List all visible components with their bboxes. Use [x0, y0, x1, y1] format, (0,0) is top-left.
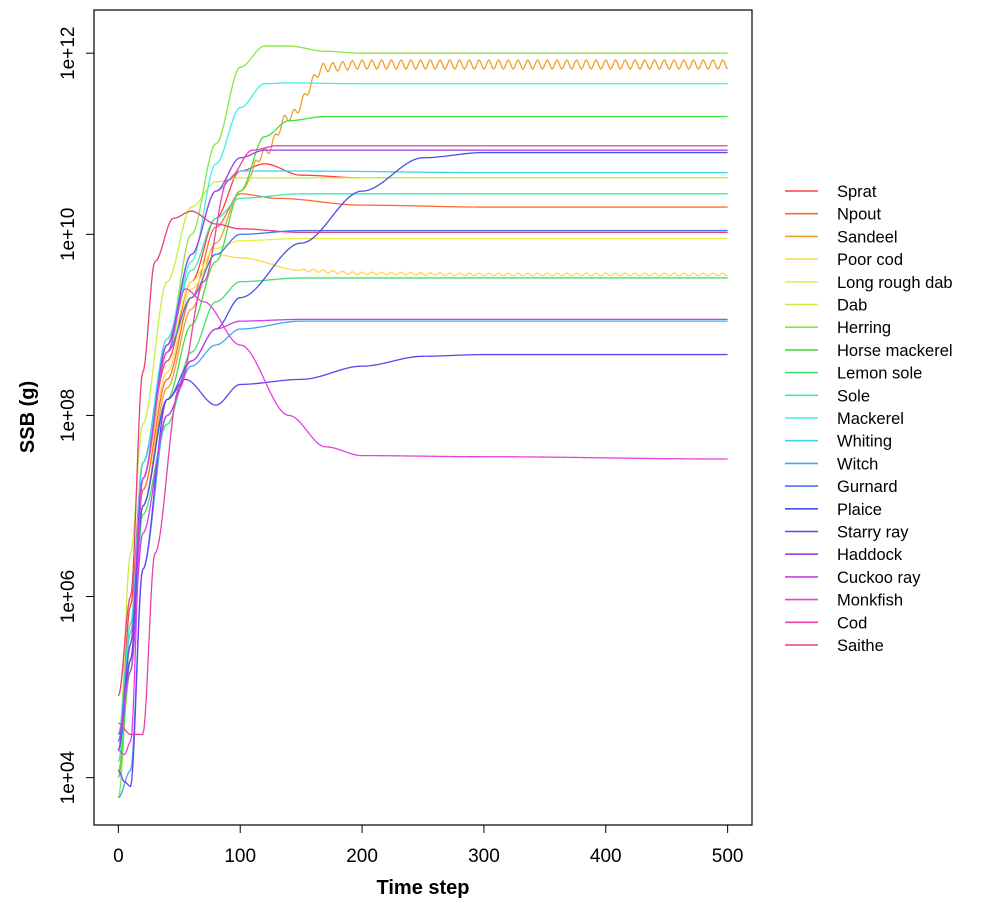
legend-label: Cod — [837, 614, 867, 632]
series-line-mackerel — [117, 82, 728, 762]
series-line-horse-mackerel — [117, 115, 728, 778]
legend-label: Poor cod — [837, 251, 903, 269]
series-line-witch — [118, 320, 728, 799]
series-line-long-rough-dab — [117, 237, 728, 742]
legend: Sprat Npout Sandeel Poor cod Long rough dab D… — [785, 183, 953, 655]
series-line-cod — [118, 145, 728, 736]
series-line-sole — [117, 193, 728, 735]
legend-label: Dab — [837, 297, 867, 315]
series-line-whiting — [117, 170, 728, 742]
x-axis: 0 100 200 300 400 500 — [113, 824, 744, 867]
legend-label: Sprat — [837, 183, 877, 201]
legend-label: Gurnard — [837, 478, 898, 496]
x-tick-label: 300 — [468, 846, 500, 867]
series-line-starry-ray — [117, 353, 728, 788]
legend-label: Saithe — [837, 637, 884, 655]
x-tick-label: 200 — [346, 846, 378, 867]
x-tick-label: 500 — [712, 846, 744, 867]
series-line-lemon-sole — [117, 277, 728, 751]
legend-label: Sole — [837, 387, 870, 405]
series-line-haddock — [117, 149, 728, 751]
legend-label: Herring — [837, 319, 891, 337]
x-tick-label: 100 — [224, 846, 256, 867]
legend-label: Haddock — [837, 546, 903, 564]
x-axis-title: Time step — [377, 877, 470, 899]
legend-label: Horse mackerel — [837, 342, 953, 360]
y-tick-label: 1e+08 — [58, 389, 79, 442]
legend-label: Whiting — [837, 433, 892, 451]
series-line-herring — [117, 45, 728, 798]
series-line-gurnard — [117, 229, 728, 742]
legend-label: Long rough dab — [837, 274, 953, 292]
y-tick-label: 1e+04 — [58, 751, 79, 805]
x-tick-label: 400 — [590, 846, 622, 867]
y-axis: 1e+04 1e+06 1e+08 1e+10 1e+12 — [58, 27, 95, 805]
series-line-cuckoo-ray — [117, 318, 728, 735]
series-line-saithe — [117, 210, 728, 697]
x-tick-label: 0 — [113, 846, 124, 867]
series-line-sandeel — [117, 59, 729, 771]
legend-label: Witch — [837, 455, 878, 473]
y-axis-title: SSB (g) — [17, 381, 39, 453]
legend-label: Cuckoo ray — [837, 569, 921, 587]
legend-label: Monkfish — [837, 592, 903, 610]
legend-label: Plaice — [837, 501, 882, 519]
series-line-monkfish — [118, 288, 728, 756]
y-tick-label: 1e+06 — [58, 570, 79, 623]
legend-label: Mackerel — [837, 410, 904, 428]
legend-label: Lemon sole — [837, 365, 922, 383]
legend-label: Sandeel — [837, 228, 898, 246]
series-line-dab — [117, 177, 728, 751]
series-layer — [117, 45, 729, 799]
series-line-plaice — [117, 151, 728, 751]
legend-label: Npout — [837, 206, 881, 224]
y-tick-label: 1e+12 — [58, 27, 79, 80]
y-tick-label: 1e+10 — [58, 208, 79, 261]
legend-label: Starry ray — [837, 524, 909, 542]
